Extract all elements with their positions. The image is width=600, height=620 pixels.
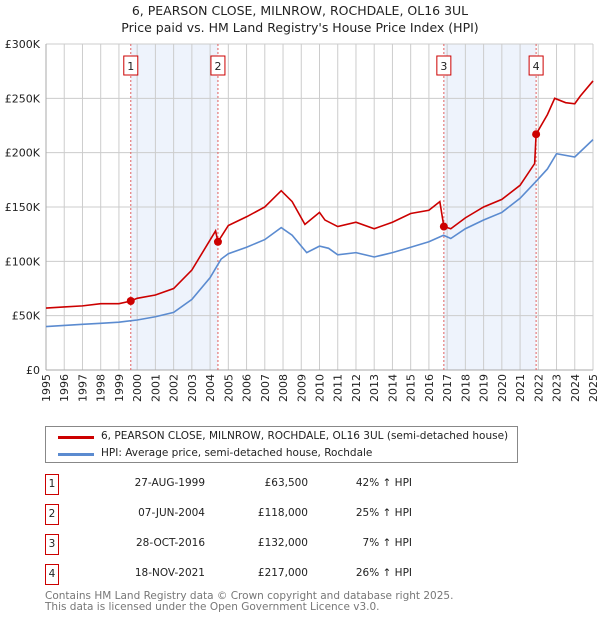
x-tick-label: 2001: [149, 374, 162, 402]
sale-marker-label: 4: [533, 60, 540, 73]
y-tick-label: £100K: [5, 255, 41, 268]
sale-hpi-diff: 7% ↑ HPI: [362, 537, 412, 549]
x-tick-label: 2002: [168, 374, 181, 402]
x-tick-label: 2004: [204, 374, 217, 402]
x-tick-label: 2023: [551, 374, 564, 402]
sale-marker-label: 3: [440, 60, 447, 73]
sale-number: 4: [45, 564, 59, 585]
x-tick-label: 2007: [259, 374, 272, 402]
x-tick-label: 2025: [587, 374, 600, 402]
sale-row: 4 18-NOV-2021 £217,000 26% ↑ HPI: [45, 564, 445, 585]
x-tick-label: 1995: [40, 374, 53, 402]
y-tick-label: £50K: [12, 310, 41, 323]
x-tick-label: 1999: [113, 374, 126, 402]
price-chart: 1995 1996 1997 1998 1999 2000 2001 2002 2003 2004…: [5, 38, 600, 402]
sale-hpi-diff: 25% ↑ HPI: [355, 507, 412, 519]
sale-hpi-diff: 26% ↑ HPI: [355, 567, 412, 579]
x-tick-label: 2006: [241, 374, 254, 402]
x-tick-label: 1997: [76, 374, 89, 402]
x-tick-label: 2015: [405, 374, 418, 402]
sale-price: £217,000: [257, 567, 308, 579]
chart-subtitle: Price paid vs. HM Land Registry's House …: [121, 20, 479, 35]
x-tick-label: 1996: [58, 374, 71, 402]
footer-licence: This data is licensed under the Open Gov…: [45, 601, 380, 613]
x-tick-label: 2016: [423, 374, 436, 402]
y-tick-label: £0: [26, 364, 40, 377]
sale-marker-label: 2: [214, 60, 221, 73]
sale-date: 07-JUN-2004: [138, 507, 205, 519]
sale-number: 2: [45, 504, 59, 525]
y-tick-label: £200K: [5, 147, 41, 160]
property-price-line: [45, 80, 594, 309]
x-tick-label: 1998: [95, 374, 108, 402]
sale-point: [532, 130, 541, 139]
x-tick-label: 2024: [569, 374, 582, 402]
x-tick-label: 2022: [532, 374, 545, 402]
x-tick-label: 2019: [478, 374, 491, 402]
x-tick-label: 2018: [459, 374, 472, 402]
sale-marker-label: 1: [127, 60, 134, 73]
sale-point: [439, 222, 448, 231]
sale-date: 27-AUG-1999: [134, 477, 205, 489]
sale-point: [126, 296, 135, 305]
sale-date: 18-NOV-2021: [134, 567, 205, 579]
legend-property: 6, PEARSON CLOSE, MILNROW, ROCHDALE, OL1…: [101, 430, 509, 442]
x-tick-label: 2008: [277, 374, 290, 402]
x-tick-label: 2003: [186, 374, 199, 402]
sale-marker-box: [123, 55, 139, 76]
legend-red-line: [58, 436, 94, 439]
hpi-line: [45, 139, 594, 328]
x-tick-label: 2009: [295, 374, 308, 402]
chart-title: 6, PEARSON CLOSE, MILNROW, ROCHDALE, OL1…: [131, 3, 469, 18]
sale-price: £132,000: [257, 537, 308, 549]
legend: 6, PEARSON CLOSE, MILNROW, ROCHDALE, OL1…: [45, 426, 518, 463]
x-tick-label: 2020: [496, 374, 509, 402]
sale-number: 1: [45, 474, 59, 495]
legend-blue-line: [58, 453, 94, 456]
x-tick-label: 2012: [350, 374, 363, 402]
x-tick-label: 2010: [314, 374, 327, 402]
sale-marker-box: [210, 55, 226, 76]
footer-copyright: Contains HM Land Registry data © Crown c…: [45, 590, 454, 602]
legend-hpi: HPI: Average price, semi-detached house,…: [101, 447, 373, 459]
sale-row: 3 28-OCT-2016 £132,000 7% ↑ HPI: [45, 534, 445, 555]
x-tick-label: 2014: [386, 374, 399, 402]
sale-point: [213, 237, 222, 246]
x-tick-label: 2021: [514, 374, 527, 402]
sale-marker-box: [528, 55, 544, 76]
x-tick-label: 2000: [131, 374, 144, 402]
sale-row: 2 07-JUN-2004 £118,000 25% ↑ HPI: [45, 504, 445, 525]
sale-date: 28-OCT-2016: [136, 537, 205, 549]
sale-price: £63,500: [264, 477, 308, 489]
x-tick-label: 2005: [222, 374, 235, 402]
sale-row: 1 27-AUG-1999 £63,500 42% ↑ HPI: [45, 474, 445, 495]
y-tick-label: £150K: [5, 201, 41, 214]
x-tick-label: 2011: [332, 374, 345, 402]
x-tick-label: 2017: [441, 374, 454, 402]
sale-hpi-diff: 42% ↑ HPI: [355, 477, 412, 489]
y-tick-label: £250K: [5, 92, 41, 105]
sale-price: £118,000: [257, 507, 308, 519]
x-tick-label: 2013: [368, 374, 381, 402]
sale-number: 3: [45, 534, 59, 555]
sale-marker-box: [436, 55, 452, 76]
y-tick-label: £300K: [5, 38, 41, 51]
